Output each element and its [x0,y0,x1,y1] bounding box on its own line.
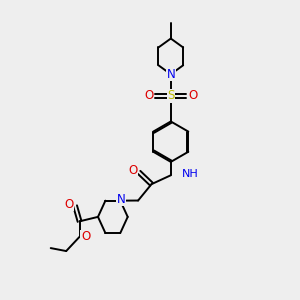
Text: O: O [81,230,90,243]
Text: O: O [188,89,197,102]
Text: NH: NH [182,169,199,179]
Text: S: S [167,89,175,102]
Text: O: O [64,198,73,211]
Text: O: O [144,89,153,102]
Text: N: N [167,68,175,81]
Text: O: O [128,164,138,177]
Text: N: N [116,193,125,206]
